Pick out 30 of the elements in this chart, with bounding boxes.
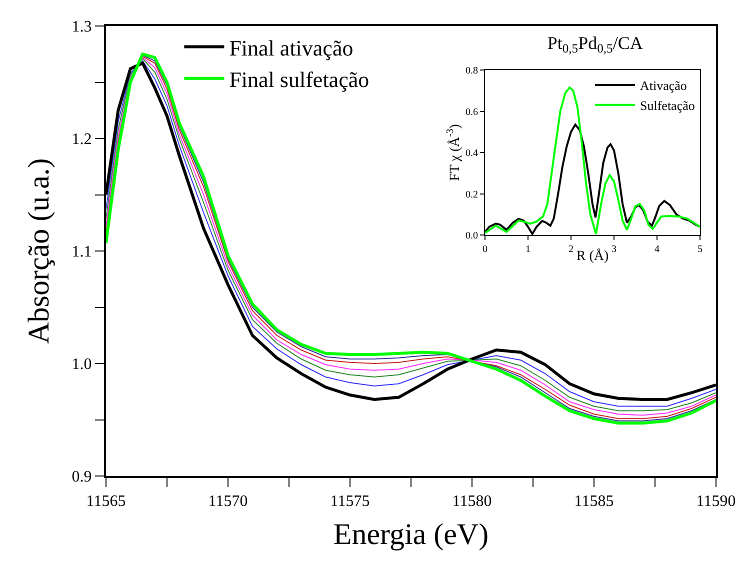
legend-label: Final ativação (229, 35, 354, 60)
y-tick-label: 0.2 (466, 189, 478, 200)
legend-label: Sulfetação (640, 98, 695, 113)
chart-title: Pt$_{0,5}$Pd$_{0,5}$/CA (547, 32, 643, 56)
x-tick-label: 11575 (330, 493, 370, 510)
x-tick-label: 11565 (86, 493, 126, 510)
y-tick-label: 1.0 (72, 356, 92, 374)
x-tick-label: 5 (698, 244, 702, 255)
x-tick-label: 11570 (208, 493, 248, 510)
y-tick-label: 0.9 (72, 468, 92, 486)
x-tick-label: 2 (568, 244, 574, 255)
x-tick-label: 1 (526, 244, 530, 255)
x-axis-title: R (Å) (576, 248, 609, 264)
legend-label: Ativação (640, 78, 687, 94)
x-tick-label: 0 (482, 244, 488, 255)
y-tick-label: 0.4 (466, 148, 478, 159)
y-tick-label: 0.6 (466, 106, 478, 118)
y-tick-label: 0.8 (466, 66, 478, 76)
y-axis-title: Absorção (u.a.) (22, 158, 56, 344)
x-tick-label: 11585 (574, 493, 614, 510)
y-tick-label: 0.0 (466, 230, 478, 242)
y-tick-label: 1.2 (72, 131, 92, 148)
legend-label: Final sulfetação (229, 66, 370, 92)
x-tick-label: 3 (612, 244, 616, 255)
x-axis-title: Energia (eV) (333, 518, 489, 552)
y-tick-label: 1.3 (72, 18, 92, 36)
x-tick-label: 4 (654, 244, 660, 255)
y-tick-label: 1.1 (72, 244, 92, 261)
x-tick-label: 11580 (452, 493, 492, 510)
x-tick-label: 11590 (696, 493, 736, 510)
